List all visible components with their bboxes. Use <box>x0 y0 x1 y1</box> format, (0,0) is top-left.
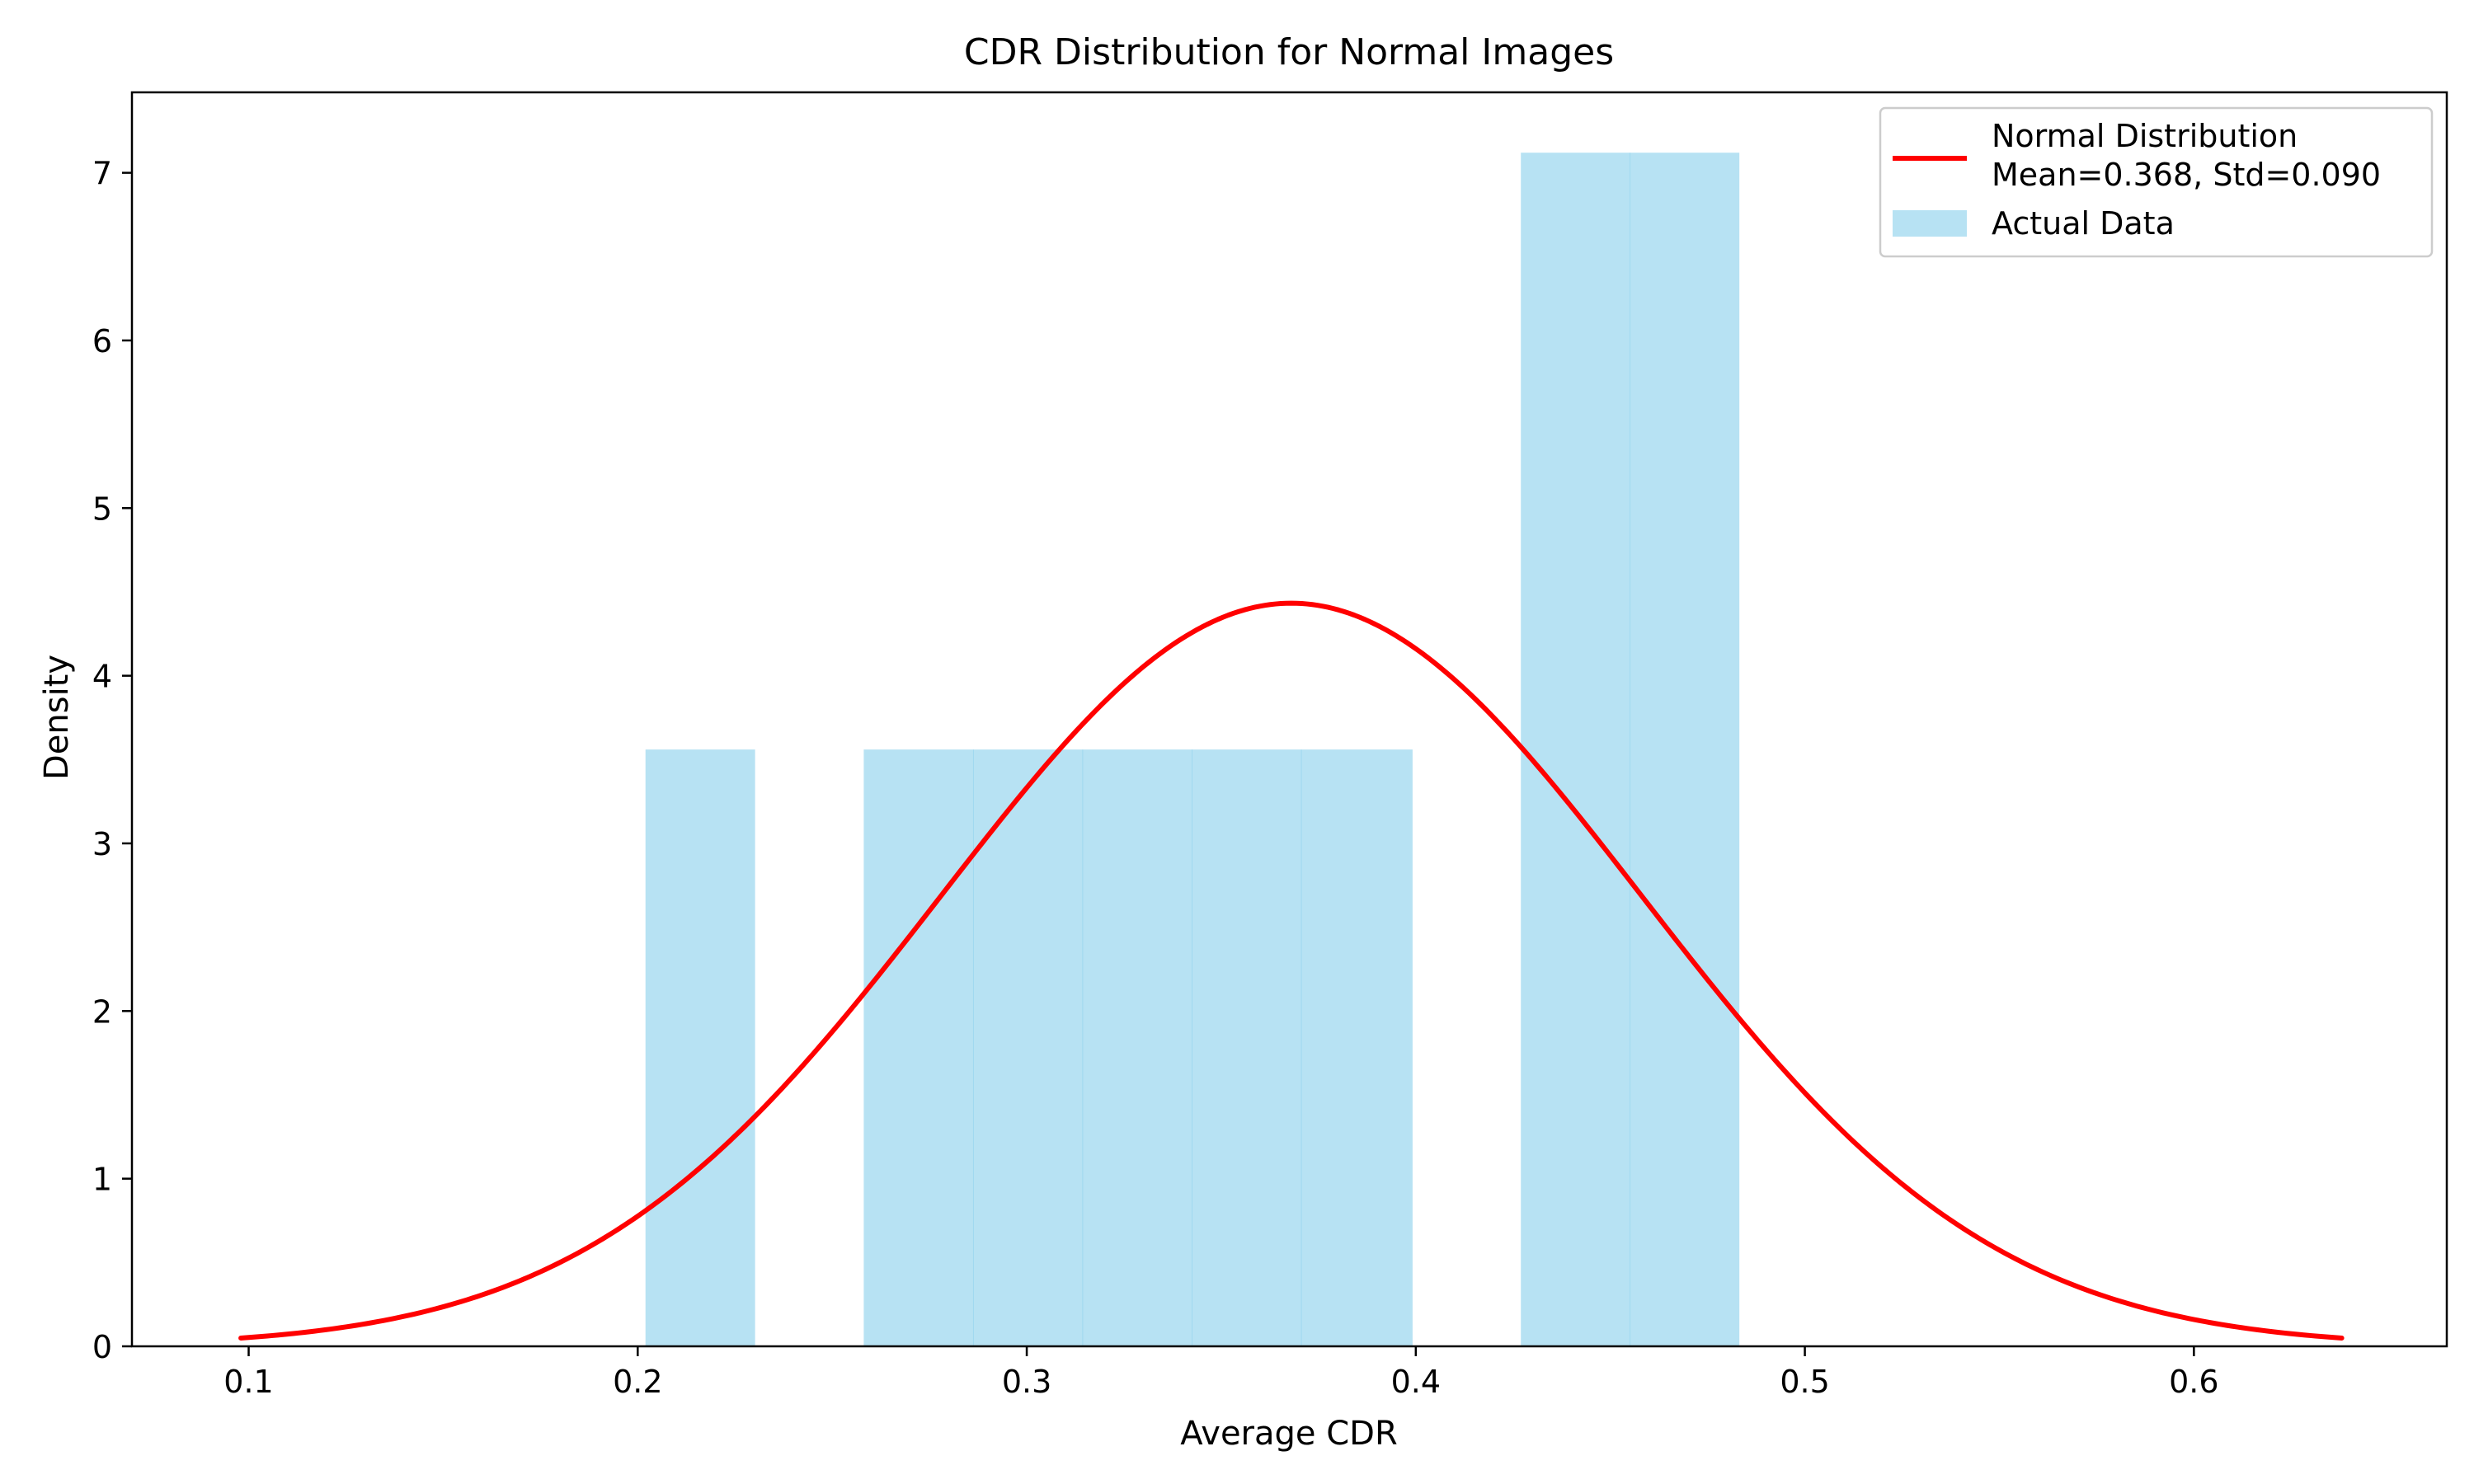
x-tick-label: 0.6 <box>2169 1364 2218 1400</box>
y-tick-label: 5 <box>92 491 112 527</box>
histogram-bar <box>1630 153 1740 1346</box>
histogram-bar <box>972 749 1084 1346</box>
histogram-bar <box>1192 749 1302 1346</box>
axes: 0.1 0.2 0.3 0.4 0.5 0.6 0 1 2 3 4 5 6 7 <box>92 91 2448 1400</box>
chart-title: CDR Distribution for Normal Images <box>964 31 1614 73</box>
x-tick-label: 0.1 <box>223 1364 273 1400</box>
x-tick-label: 0.3 <box>1002 1364 1051 1400</box>
axes-frame <box>130 91 2448 1348</box>
x-tick-label: 0.4 <box>1391 1364 1441 1400</box>
histogram-bar <box>645 749 755 1346</box>
histogram-bar <box>1300 749 1413 1346</box>
histogram-bar <box>863 749 974 1346</box>
legend-patch-swatch <box>1893 210 1967 237</box>
y-tick-label: 4 <box>92 659 112 695</box>
y-tick-label: 6 <box>92 323 112 359</box>
x-axis-label: Average CDR <box>1180 1415 1398 1453</box>
y-tick-label: 7 <box>92 156 112 192</box>
y-tick-label: 3 <box>92 826 112 862</box>
legend-label-normal-distribution: Mean=0.368, Std=0.090 <box>1992 157 2381 193</box>
normal-distribution-curve <box>238 600 2345 1341</box>
legend-label-normal-distribution: Normal Distribution <box>1992 118 2298 154</box>
y-tick-label: 0 <box>92 1329 112 1365</box>
legend-box <box>1879 106 2434 258</box>
plot-area <box>645 153 1740 1346</box>
y-axis-label: Density <box>38 655 76 780</box>
legend-label-actual-data: Actual Data <box>1992 205 2175 242</box>
curve-layer <box>238 600 2345 1341</box>
x-tick-label: 0.5 <box>1780 1364 1829 1400</box>
histogram-bar <box>1521 153 1631 1346</box>
x-tick-label: 0.2 <box>613 1364 662 1400</box>
y-tick-label: 2 <box>92 993 112 1030</box>
y-tick-label: 1 <box>92 1162 112 1198</box>
histogram-bar <box>1082 749 1192 1346</box>
